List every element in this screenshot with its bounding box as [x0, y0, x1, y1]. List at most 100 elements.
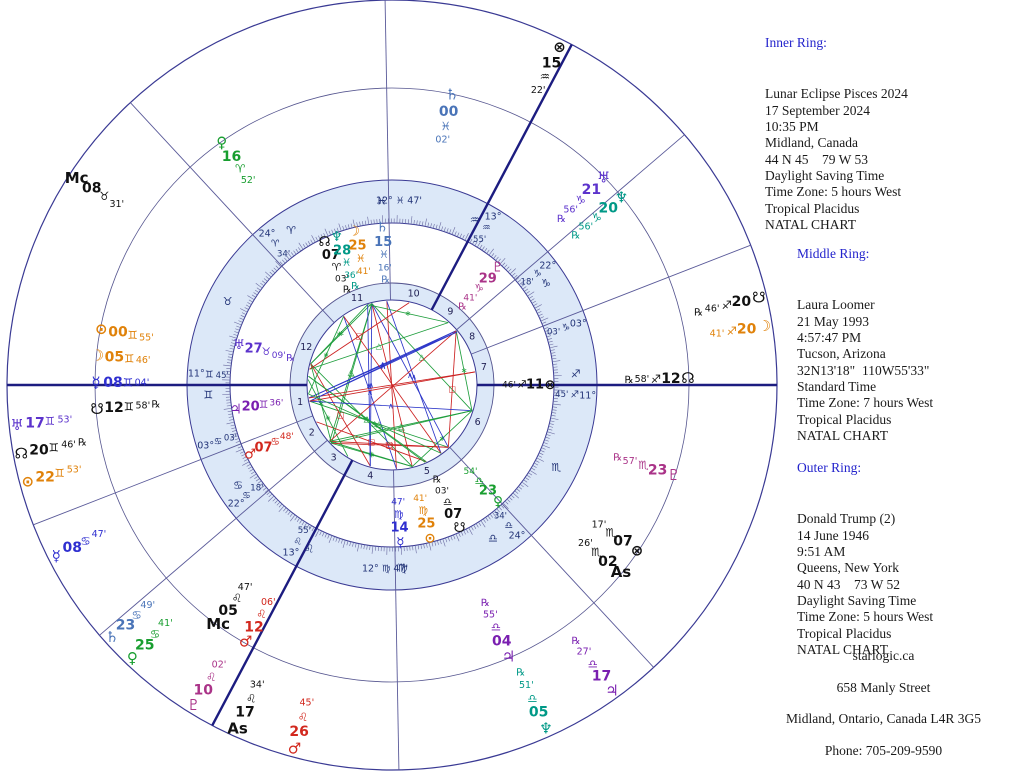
degree-tick [283, 507, 287, 512]
degree-tick [535, 460, 540, 463]
degree-tick [528, 472, 533, 476]
degree-tick [296, 517, 300, 522]
zodiac-sign-glyph: ♑ [541, 277, 551, 290]
degree-tick [551, 355, 556, 357]
degree-tick [446, 228, 449, 233]
degree-tick [262, 487, 267, 491]
planet-token: 00 [108, 325, 128, 341]
degree-tick [229, 419, 234, 421]
degree-tick [529, 469, 537, 475]
planet-token: ♌ [246, 691, 256, 705]
house-cusp-label-7: 11° [579, 390, 596, 401]
degree-tick [362, 221, 364, 226]
planet-token: 17 [592, 669, 611, 685]
panel-line: Tropical Placidus [797, 625, 892, 641]
aspect-line [367, 304, 449, 324]
planet-glyph-ascendant: As [227, 719, 248, 737]
degree-tick [249, 468, 254, 472]
planet-token: 27' [577, 647, 592, 658]
aspect-symbol: □ [355, 331, 363, 340]
degree-tick [302, 244, 306, 249]
planet-token: 07 [254, 440, 272, 455]
planet-token: 45' [299, 697, 314, 708]
house-number-7: 7 [481, 362, 487, 373]
planet-glyph-saturn: ♄ [376, 219, 388, 235]
degree-tick [324, 533, 328, 538]
house-cusp-label-7: ♐ [570, 390, 579, 401]
planet-token: 23 [116, 618, 135, 634]
degree-tick [490, 253, 495, 258]
aspect-line [310, 304, 368, 365]
aspect-symbol: ∗ [323, 351, 330, 360]
house-cusp-label-4: 55' [298, 526, 311, 536]
degree-tick [230, 342, 236, 345]
house-cusp-line-5 [393, 469, 400, 770]
degree-tick [510, 494, 515, 499]
planet-token: 26' [578, 538, 593, 549]
degree-tick [423, 543, 425, 549]
retrograde-marker: ℞ [694, 307, 703, 318]
planet-token: 11 [526, 377, 544, 392]
degree-tick [459, 233, 462, 239]
planet-token: 21 [582, 182, 601, 198]
degree-tick [522, 286, 527, 290]
aspect-line [309, 302, 410, 370]
degree-tick [369, 545, 371, 551]
retrograde-marker: ℞ [571, 636, 580, 647]
aspect-line [309, 331, 458, 402]
degree-tick [305, 242, 309, 247]
degree-tick [519, 279, 526, 285]
degree-tick [276, 501, 281, 506]
house-cusp-line-10 [430, 43, 573, 311]
panel-line: Midland, Canada [765, 135, 858, 151]
panel-line: Time Zone: 5 hours West [765, 184, 902, 200]
planet-token: ♓ [342, 257, 351, 269]
degree-tick [465, 528, 469, 534]
degree-tick [328, 535, 333, 544]
degree-tick [324, 228, 329, 237]
planet-token: 17 [25, 415, 44, 431]
degree-tick [410, 216, 413, 225]
planet-glyph-neptune: ♆ [539, 720, 552, 738]
degree-tick [233, 321, 242, 326]
house-number-6: 6 [475, 417, 481, 428]
degree-tick [315, 236, 319, 242]
planet-token: 27 [245, 341, 263, 356]
degree-tick [273, 267, 278, 272]
degree-tick [485, 517, 489, 522]
degree-tick [548, 425, 554, 428]
zodiac-sign-glyph: ♓ [377, 194, 387, 207]
planet-token: ♋ [80, 534, 90, 548]
degree-tick [249, 473, 257, 479]
retrograde-marker: ℞ [433, 474, 442, 485]
degree-tick [530, 298, 535, 302]
degree-tick [519, 483, 524, 488]
planet-token: ♍ [394, 509, 403, 521]
degree-tick [424, 218, 427, 227]
degree-tick [229, 335, 237, 339]
degree-tick [261, 280, 266, 284]
zodiac-sign-glyph: ♈ [286, 224, 296, 237]
degree-tick [232, 432, 238, 435]
aspect-line [367, 304, 371, 467]
degree-tick [310, 239, 314, 244]
degree-tick [552, 406, 558, 408]
degree-tick [278, 505, 285, 513]
planet-token: ♊ [45, 414, 55, 428]
degree-tick [549, 420, 555, 423]
planet-token: 20 [737, 321, 757, 337]
planet-token: 20 [732, 294, 752, 310]
house-number-4: 4 [367, 470, 373, 481]
planet-glyph-sun: ⊙ [21, 473, 34, 491]
house-number-9: 9 [447, 306, 453, 317]
degree-tick [521, 481, 529, 487]
aspect-line [307, 379, 349, 457]
aspect-symbol: ∗ [369, 450, 376, 459]
degree-tick [453, 534, 456, 540]
degree-tick [338, 223, 342, 232]
planet-glyph-north-node: ☊ [318, 234, 330, 250]
planet-token: 58' [136, 400, 151, 411]
degree-tick [412, 545, 414, 551]
degree-tick [281, 259, 286, 264]
aspect-symbol: ∗ [439, 434, 446, 443]
